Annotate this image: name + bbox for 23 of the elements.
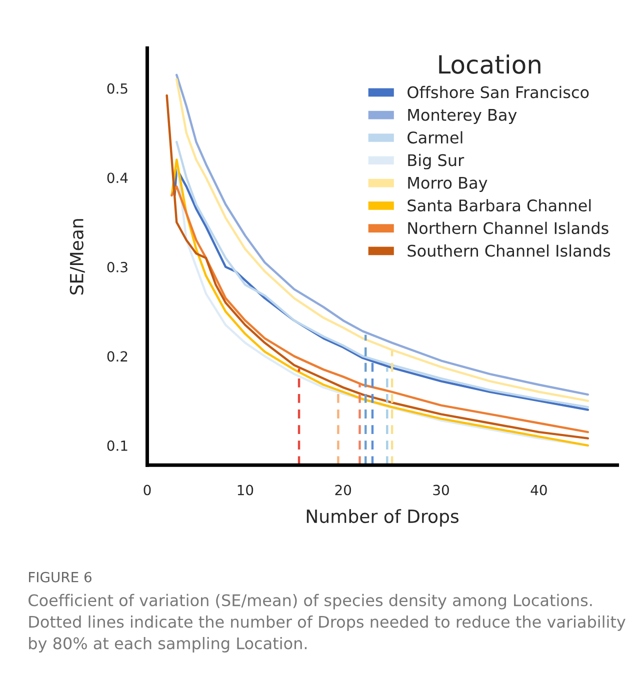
x-tick-label: 0 [144,484,151,496]
x-tick-label: 40 [530,484,547,496]
y-tick-label: 0.3 [107,262,128,272]
x-tick-label: 10 [238,484,254,496]
legend-label: Big Sur [408,154,464,170]
legend-label: Offshore San Francisco [408,86,589,98]
y-tick-label: 0.1 [107,440,128,451]
legend-label: Santa Barbara Channel [408,199,591,212]
x-axis-title: Number of Drops [306,509,459,527]
legend-label: Southern Channel Islands [408,244,610,257]
y-tick-label: 0.4 [107,172,128,184]
legend-title: Location [439,54,540,74]
y-tick-label: 0.5 [107,83,128,94]
legend-label: Carmel [408,131,462,144]
y-axis-title: SE/Mean [70,219,85,295]
legend-label: Northern Channel Islands [408,222,608,234]
text: Coefficient of variation (SE/mean) of species density among Locations. Dotted lines indicate the number of Drops needed to reduce the variability by 80% at each sampling Location. [28,594,626,652]
x-tick-label: 20 [335,484,352,496]
y-tick-label: 0.2 [107,351,128,362]
legend-label: Monterey Bay [408,109,517,124]
legend-label: Morro Bay [408,176,488,192]
x-tick-label: 30 [433,484,449,496]
caption: FIGURE 6 [29,572,92,582]
